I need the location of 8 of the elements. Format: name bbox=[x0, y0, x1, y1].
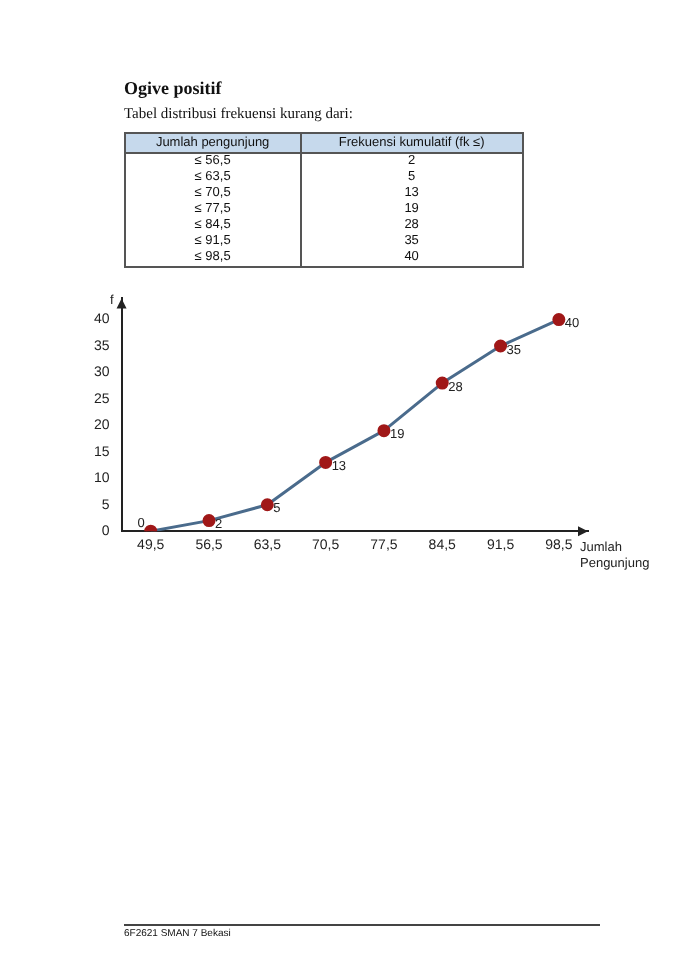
point bbox=[377, 424, 391, 438]
point bbox=[552, 313, 566, 327]
point bbox=[260, 498, 274, 512]
point bbox=[494, 339, 508, 353]
point bbox=[319, 455, 333, 469]
point bbox=[435, 376, 449, 390]
point bbox=[202, 514, 216, 528]
chart-title: Ogive positif bbox=[124, 78, 222, 98]
